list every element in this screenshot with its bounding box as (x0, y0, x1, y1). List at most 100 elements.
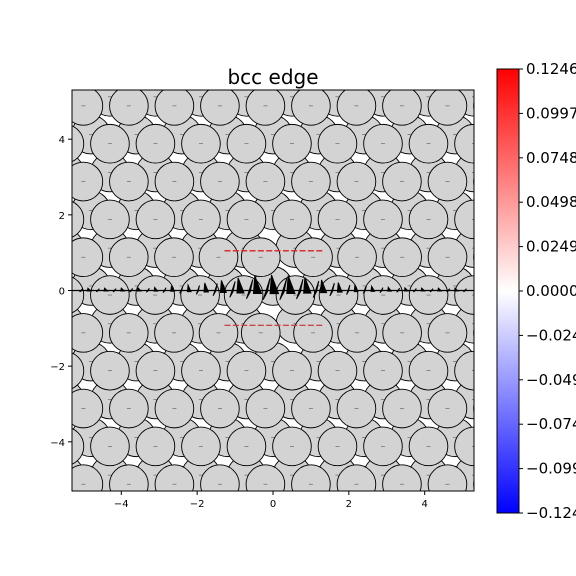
atom (109, 90, 149, 126)
displacement-arrow (329, 282, 335, 297)
colorbar-tick-label: 0.1246 (526, 60, 576, 78)
atom (72, 352, 85, 389)
atom (227, 503, 266, 542)
atom (454, 275, 474, 315)
x-tick-label: 4 (422, 499, 428, 510)
atom (0, 314, 12, 353)
atom (0, 153, 38, 192)
atom (427, 464, 468, 491)
displacement-arrow (195, 285, 200, 295)
colorbar-tick-label: 0.0498 (526, 193, 576, 211)
atom (0, 465, 12, 504)
strain-mark-layer (224, 250, 323, 326)
colorbar-tick-label: 0.0249 (526, 238, 576, 256)
y-tick-label: −4 (50, 438, 65, 449)
atom (72, 313, 104, 353)
x-tick-label: 0 (270, 499, 276, 510)
atom (182, 49, 221, 88)
colorbar-tick-label: 0.0748 (526, 149, 576, 167)
y-axis: 4 2 0 −2 −4 (50, 135, 72, 449)
displacement-arrow (212, 283, 218, 297)
colorbar-tick-label: −0.0498 (526, 371, 576, 389)
chart-title: bcc edge (227, 65, 318, 89)
atom (72, 428, 85, 465)
atom (136, 49, 175, 88)
atom (409, 49, 448, 88)
atom (72, 276, 85, 314)
atom (0, 494, 19, 533)
atom (0, 77, 38, 116)
atom (136, 503, 175, 542)
displacement-arrow (346, 284, 351, 295)
atom (154, 464, 195, 491)
atom (0, 342, 19, 381)
atom (0, 40, 19, 79)
atom (19, 238, 58, 277)
y-tick-label: −2 (50, 362, 65, 373)
atom (72, 494, 111, 533)
colorbar-tick-label: 0.0000 (526, 282, 576, 300)
atom (336, 464, 377, 491)
atom (455, 49, 494, 88)
atom (19, 162, 58, 201)
atom (0, 191, 19, 230)
atom (364, 49, 403, 88)
atom (427, 90, 468, 126)
atom (19, 314, 58, 353)
atom (117, 40, 156, 79)
atom (245, 464, 286, 491)
atom (0, 49, 38, 88)
atom (72, 125, 85, 162)
atom (26, 494, 65, 533)
atom (455, 503, 494, 542)
displacement-arrow (245, 279, 254, 300)
colorbar-tick-label: −0.0748 (526, 415, 576, 433)
x-tick-label: −4 (114, 499, 129, 510)
atom (0, 200, 38, 239)
atom (0, 229, 38, 268)
atom (19, 87, 58, 126)
atom (200, 90, 240, 126)
y-tick-label: 2 (59, 211, 65, 222)
colorbar-tick-label: −0.0249 (526, 326, 576, 344)
atom (0, 124, 38, 163)
atom (0, 389, 12, 428)
atom (109, 464, 149, 491)
colorbar-tick-label: −0.1246 (526, 504, 576, 522)
atom (299, 494, 338, 533)
atom (91, 49, 130, 88)
atom (0, 115, 19, 154)
atom (345, 40, 384, 79)
displacement-arrow (286, 275, 296, 294)
atom (382, 90, 422, 126)
colorbar-gradient (496, 68, 520, 514)
colorbar: 0.1246 0.0997 0.0748 0.0498 0.0249 0.0000 −0.0… (496, 60, 576, 522)
atom (291, 90, 331, 126)
atom (72, 201, 85, 238)
atom (72, 90, 104, 126)
atom (26, 40, 65, 79)
atom (382, 464, 422, 491)
displacement-arrow (296, 279, 304, 300)
y-tick-label: 4 (59, 135, 65, 146)
displacement-arrow (312, 280, 320, 298)
atom (0, 267, 19, 306)
atom (19, 465, 58, 504)
displacement-arrow (262, 278, 271, 300)
atom (208, 494, 247, 533)
colorbar-tick-label: 0.0997 (526, 104, 576, 122)
y-tick-label: 0 (59, 287, 65, 298)
atom (72, 388, 104, 429)
atom (72, 237, 104, 277)
plot-area: −4 −2 0 2 4 4 2 0 −2 −4 (0, 40, 494, 542)
atom (318, 49, 357, 88)
x-axis: −4 −2 0 2 4 (114, 491, 428, 510)
atom (0, 238, 12, 277)
atom (436, 494, 475, 533)
displacement-arrow (203, 282, 210, 293)
colorbar-tick-label: −0.0997 (526, 460, 576, 478)
atom (364, 503, 403, 542)
atom (72, 464, 104, 491)
atom (163, 40, 202, 79)
atom (0, 418, 19, 457)
